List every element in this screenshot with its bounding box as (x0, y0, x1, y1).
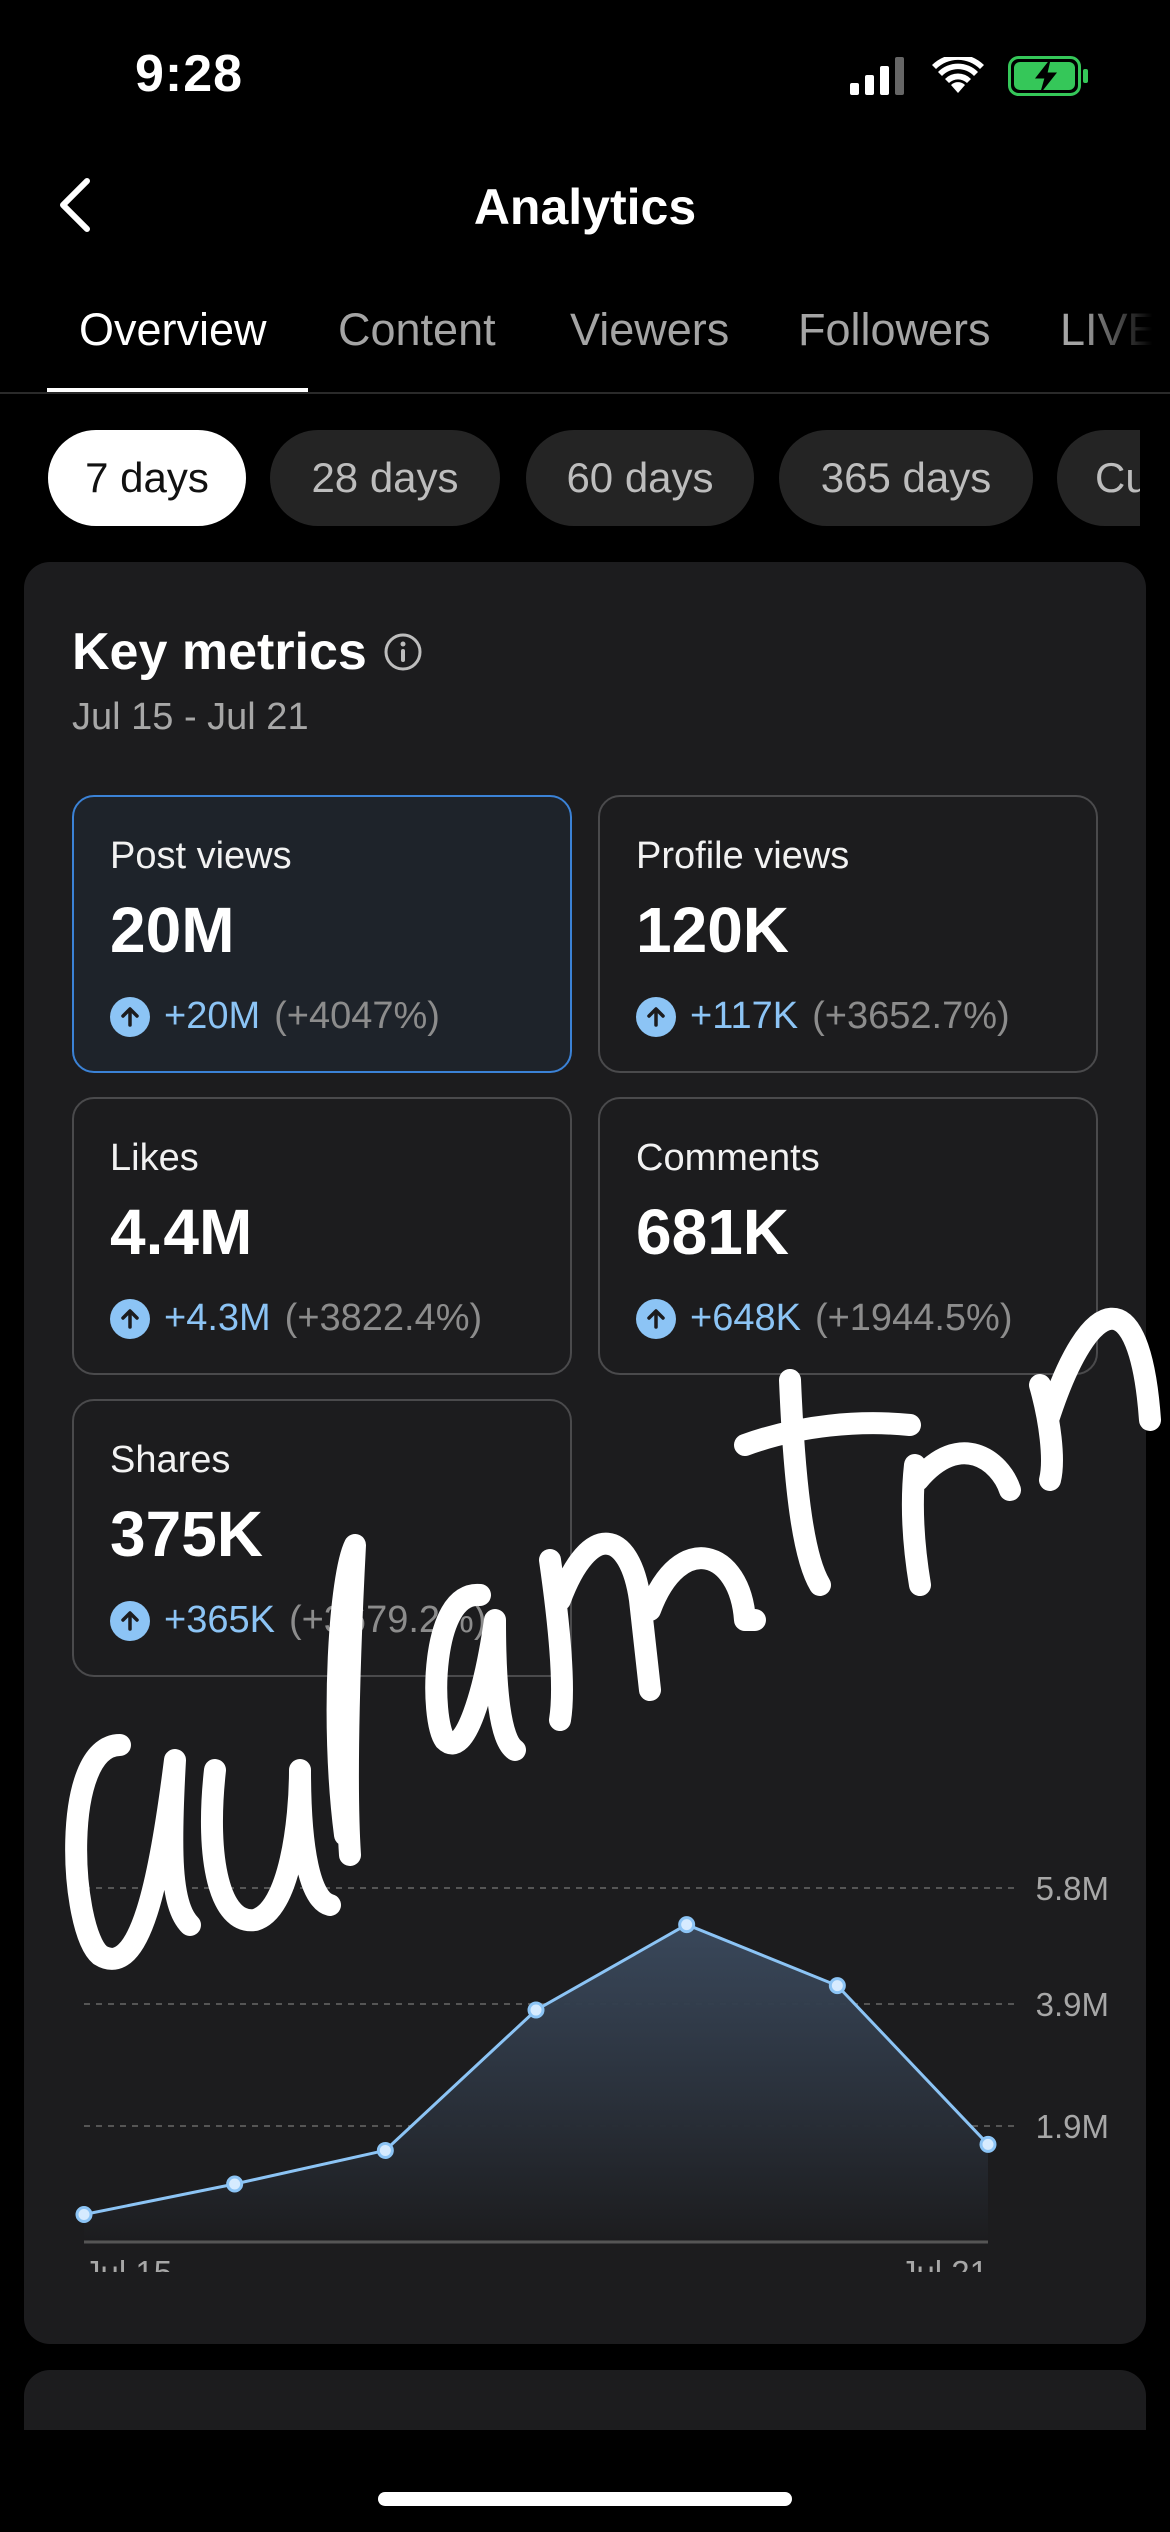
wifi-icon (932, 57, 984, 93)
x-tick-label: Jul 21 (900, 2254, 988, 2272)
tab-content[interactable]: Content (338, 304, 496, 355)
change-value: +648K (690, 1297, 801, 1339)
metric-card-comments[interactable]: Comments 681K +648K (+1944.5%) (598, 1097, 1098, 1375)
tab-followers[interactable]: Followers (798, 304, 991, 355)
chart-y-labels: 1.9M 3.9M 5.8M (1036, 1870, 1109, 2145)
x-tick-label: Jul 15 (84, 2254, 172, 2272)
arrow-up-icon (636, 996, 676, 1037)
bottom-safe-area (0, 2430, 1170, 2532)
tab-bar: Overview Content Viewers Followers LIVE (0, 290, 1170, 394)
card-title-row: Key metrics (72, 622, 423, 682)
chart-point[interactable] (376, 2141, 394, 2159)
status-icons (850, 56, 1090, 96)
metric-label: Shares (110, 1439, 231, 1481)
chart-point[interactable] (226, 2175, 244, 2193)
card-title: Key metrics (72, 623, 367, 681)
chips-fade (1140, 430, 1170, 526)
metric-change: +117K (+3652.7%) (636, 995, 1010, 1038)
chart-x-labels: Jul 15 Jul 21 (84, 2254, 988, 2272)
date-range-chips: 7 days 28 days 60 days 365 days Custom (0, 430, 1170, 526)
metric-value: 4.4M (110, 1196, 253, 1268)
arrow-up-icon (636, 1298, 676, 1339)
y-tick-label: 5.8M (1036, 1870, 1109, 1907)
metric-change: +365K (+3679.2%) (110, 1599, 486, 1642)
range-chip-7-days[interactable]: 7 days (48, 430, 246, 526)
status-bar: 9:28 (0, 0, 1170, 150)
chart-point[interactable] (979, 2135, 997, 2153)
metric-card-shares[interactable]: Shares 375K +365K (+3679.2%) (72, 1399, 572, 1677)
change-percent: (+3679.2%) (288, 1599, 487, 1641)
chevron-left-icon (60, 178, 90, 232)
range-chip-365-days[interactable]: 365 days (779, 430, 1033, 526)
metric-change: +4.3M (+3822.4%) (110, 1297, 482, 1340)
header: Analytics (0, 150, 1170, 265)
chart-point[interactable] (828, 1977, 846, 1995)
change-percent: (+1944.5%) (814, 1297, 1013, 1339)
active-tab-indicator (47, 388, 308, 392)
change-value: +365K (164, 1599, 275, 1641)
metric-card-post-views[interactable]: Post views 20M +20M (+4047%) (72, 795, 572, 1073)
chart-area (84, 1924, 988, 2242)
signal-icon (850, 57, 904, 95)
metric-change: +648K (+1944.5%) (636, 1297, 1012, 1340)
metric-label: Profile views (636, 835, 850, 877)
y-tick-label: 3.9M (1036, 1986, 1109, 2023)
key-metrics-card: Key metrics Jul 15 - Jul 21 Post views 2… (24, 562, 1146, 2344)
change-percent: (+3652.7%) (812, 995, 1010, 1037)
y-tick-label: 1.9M (1036, 2108, 1109, 2145)
chart-point[interactable] (678, 1916, 696, 1934)
metric-label: Comments (636, 1137, 820, 1179)
change-value: +20M (164, 995, 261, 1037)
change-percent: (+3822.4%) (284, 1297, 483, 1339)
chart-point[interactable] (527, 2001, 545, 2019)
change-percent: (+4047%) (274, 995, 440, 1037)
arrow-up-icon (110, 996, 150, 1037)
chart-points (75, 1916, 997, 2224)
tabs-fade (1080, 290, 1170, 390)
date-range: Jul 15 - Jul 21 (72, 696, 309, 738)
status-time: 9:28 (135, 45, 244, 103)
change-value: +4.3M (164, 1297, 271, 1339)
range-chip-60-days[interactable]: 60 days (526, 430, 754, 526)
metric-value: 681K (636, 1196, 789, 1268)
metric-value: 120K (636, 894, 789, 966)
metric-change: +20M (+4047%) (110, 995, 440, 1038)
arrow-up-icon (110, 1600, 150, 1641)
info-icon[interactable] (383, 632, 423, 672)
metric-label: Post views (110, 835, 292, 877)
battery-charging-icon (1008, 56, 1088, 96)
metric-label: Likes (110, 1137, 199, 1179)
metric-value: 20M (110, 894, 235, 966)
tab-overview[interactable]: Overview (79, 304, 267, 355)
post-views-chart[interactable]: 1.9M 3.9M 5.8M Jul 15 Jul 21 (24, 1712, 1146, 2272)
chart-point[interactable] (75, 2206, 93, 2224)
home-indicator[interactable] (378, 2492, 792, 2506)
tab-viewers[interactable]: Viewers (570, 304, 730, 355)
range-chip-28-days[interactable]: 28 days (270, 430, 500, 526)
metric-card-profile-views[interactable]: Profile views 120K +117K (+3652.7%) (598, 795, 1098, 1073)
metric-card-likes[interactable]: Likes 4.4M +4.3M (+3822.4%) (72, 1097, 572, 1375)
metric-value: 375K (110, 1498, 263, 1570)
page-title: Analytics (473, 179, 697, 235)
change-value: +117K (690, 995, 799, 1037)
back-button[interactable] (40, 170, 110, 240)
arrow-up-icon (110, 1298, 150, 1339)
